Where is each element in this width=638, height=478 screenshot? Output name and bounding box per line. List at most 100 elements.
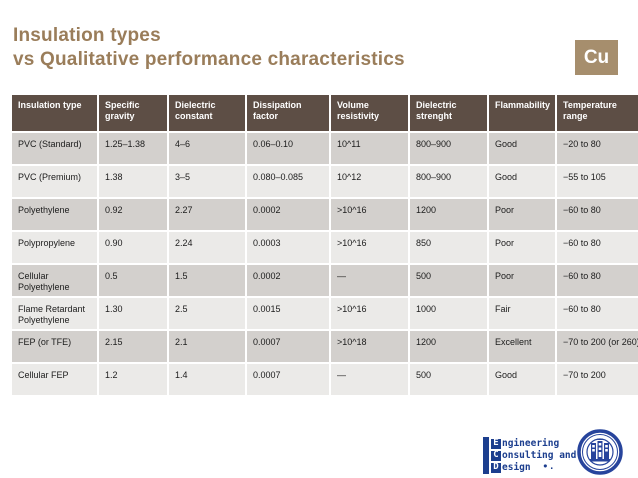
table-cell: Polyethylene xyxy=(12,199,97,230)
table-cell: 0.0007 xyxy=(247,364,329,395)
page-title: Insulation types vs Qualitative performa… xyxy=(13,24,405,72)
copper-symbol-badge: Cu xyxy=(575,40,618,75)
table-row: Cellular FEP 1.2 1.4 0.0007 — 500 Good −… xyxy=(12,364,638,395)
table-cell: 850 xyxy=(410,232,487,263)
table-cell: 2.5 xyxy=(169,298,245,329)
table-cell: −70 to 200 xyxy=(557,364,638,395)
table-cell: FEP (or TFE) xyxy=(12,331,97,362)
table-cell: 0.5 xyxy=(99,265,167,296)
seal-logo xyxy=(577,429,623,475)
table-cell: 0.06–0.10 xyxy=(247,133,329,164)
table-cell: 800–900 xyxy=(410,133,487,164)
ecd-initial-c: C xyxy=(491,450,501,461)
table-cell: Poor xyxy=(489,265,555,296)
ecd-initial-e: E xyxy=(491,438,501,449)
table-cell: >10^16 xyxy=(331,298,408,329)
table-cell: 0.080–0.085 xyxy=(247,166,329,197)
table-row: FEP (or TFE) 2.15 2.1 0.0007 >10^18 1200… xyxy=(12,331,638,362)
column-header: Temperature range xyxy=(557,95,638,131)
table-cell: — xyxy=(331,364,408,395)
table-row: PVC (Premium) 1.38 3–5 0.080–0.085 10^12… xyxy=(12,166,638,197)
ecd-logo-line: D esign ∙. xyxy=(491,462,576,473)
insulation-table-container: Insulation type Specific gravity Dielect… xyxy=(10,93,638,397)
title-line-2: vs Qualitative performance characteristi… xyxy=(13,49,405,70)
column-header: Insulation type xyxy=(12,95,97,131)
table-cell: Poor xyxy=(489,199,555,230)
ecd-text: esign xyxy=(502,462,531,473)
table-row: Polypropylene 0.90 2.24 0.0003 >10^16 85… xyxy=(12,232,638,263)
table-cell: 10^12 xyxy=(331,166,408,197)
table-cell: Good xyxy=(489,166,555,197)
table-cell: 1.2 xyxy=(99,364,167,395)
ecd-text: ngineering xyxy=(502,438,560,449)
table-cell: 1.30 xyxy=(99,298,167,329)
table-cell: 2.27 xyxy=(169,199,245,230)
table-cell: 0.90 xyxy=(99,232,167,263)
table-cell: 0.0003 xyxy=(247,232,329,263)
title-line-1: Insulation types xyxy=(13,25,161,46)
ecd-logo: E ngineering C onsulting and D esign ∙. xyxy=(483,437,576,474)
column-header: Dissipation factor xyxy=(247,95,329,131)
table-cell: — xyxy=(331,265,408,296)
table-cell: −60 to 80 xyxy=(557,199,638,230)
table-cell: 1.5 xyxy=(169,265,245,296)
table-cell: >10^16 xyxy=(331,232,408,263)
table-cell: 1.38 xyxy=(99,166,167,197)
table-cell: 2.15 xyxy=(99,331,167,362)
table-row: PVC (Standard) 1.25–1.38 4–6 0.06–0.10 1… xyxy=(12,133,638,164)
table-cell: −20 to 80 xyxy=(557,133,638,164)
table-cell: Excellent xyxy=(489,331,555,362)
table-cell: Cellular Polyethylene xyxy=(12,265,97,296)
column-header: Dielectric strenght xyxy=(410,95,487,131)
table-cell: −60 to 80 xyxy=(557,232,638,263)
table-cell: PVC (Premium) xyxy=(12,166,97,197)
column-header: Flammability xyxy=(489,95,555,131)
table-cell: 4–6 xyxy=(169,133,245,164)
table-cell: 800–900 xyxy=(410,166,487,197)
ecd-logo-line: E ngineering xyxy=(491,438,576,449)
column-header: Dielectric constant xyxy=(169,95,245,131)
table-cell: >10^16 xyxy=(331,199,408,230)
ecd-text: onsulting and xyxy=(502,450,577,461)
table-cell: 500 xyxy=(410,364,487,395)
table-cell: 3–5 xyxy=(169,166,245,197)
insulation-table: Insulation type Specific gravity Dielect… xyxy=(10,93,638,397)
header-row: Insulation type Specific gravity Dielect… xyxy=(12,95,638,131)
ecd-logo-dots: ∙. xyxy=(542,462,556,472)
table-cell: 0.0015 xyxy=(247,298,329,329)
table-cell: −60 to 80 xyxy=(557,265,638,296)
table-cell: 0.0002 xyxy=(247,265,329,296)
column-header: Volume resistivity xyxy=(331,95,408,131)
table-cell: Flame Retardant Polyethylene xyxy=(12,298,97,329)
table-cell: −55 to 105 xyxy=(557,166,638,197)
table-cell: Poor xyxy=(489,232,555,263)
university-seal-icon xyxy=(577,429,623,475)
table-cell: PVC (Standard) xyxy=(12,133,97,164)
table-cell: 10^11 xyxy=(331,133,408,164)
ecd-logo-line: C onsulting and xyxy=(491,450,576,461)
table-cell: >10^18 xyxy=(331,331,408,362)
table-cell: 1000 xyxy=(410,298,487,329)
table-cell: 1200 xyxy=(410,331,487,362)
table-cell: Good xyxy=(489,133,555,164)
ecd-initial-d: D xyxy=(491,462,501,473)
table-cell: 1.25–1.38 xyxy=(99,133,167,164)
table-cell: Polypropylene xyxy=(12,232,97,263)
copper-symbol-text: Cu xyxy=(583,46,610,68)
table-cell: 0.92 xyxy=(99,199,167,230)
table-cell: 1200 xyxy=(410,199,487,230)
table-cell: −60 to 80 xyxy=(557,298,638,329)
table-cell: 500 xyxy=(410,265,487,296)
table-row: Flame Retardant Polyethylene 1.30 2.5 0.… xyxy=(12,298,638,329)
table-row: Cellular Polyethylene 0.5 1.5 0.0002 — 5… xyxy=(12,265,638,296)
table-cell: 1.4 xyxy=(169,364,245,395)
table-cell: Fair xyxy=(489,298,555,329)
table-cell: Good xyxy=(489,364,555,395)
table-cell: 0.0007 xyxy=(247,331,329,362)
table-cell: 0.0002 xyxy=(247,199,329,230)
table-cell: −70 to 200 (or 260) xyxy=(557,331,638,362)
column-header: Specific gravity xyxy=(99,95,167,131)
table-cell: Cellular FEP xyxy=(12,364,97,395)
table-cell: 2.24 xyxy=(169,232,245,263)
